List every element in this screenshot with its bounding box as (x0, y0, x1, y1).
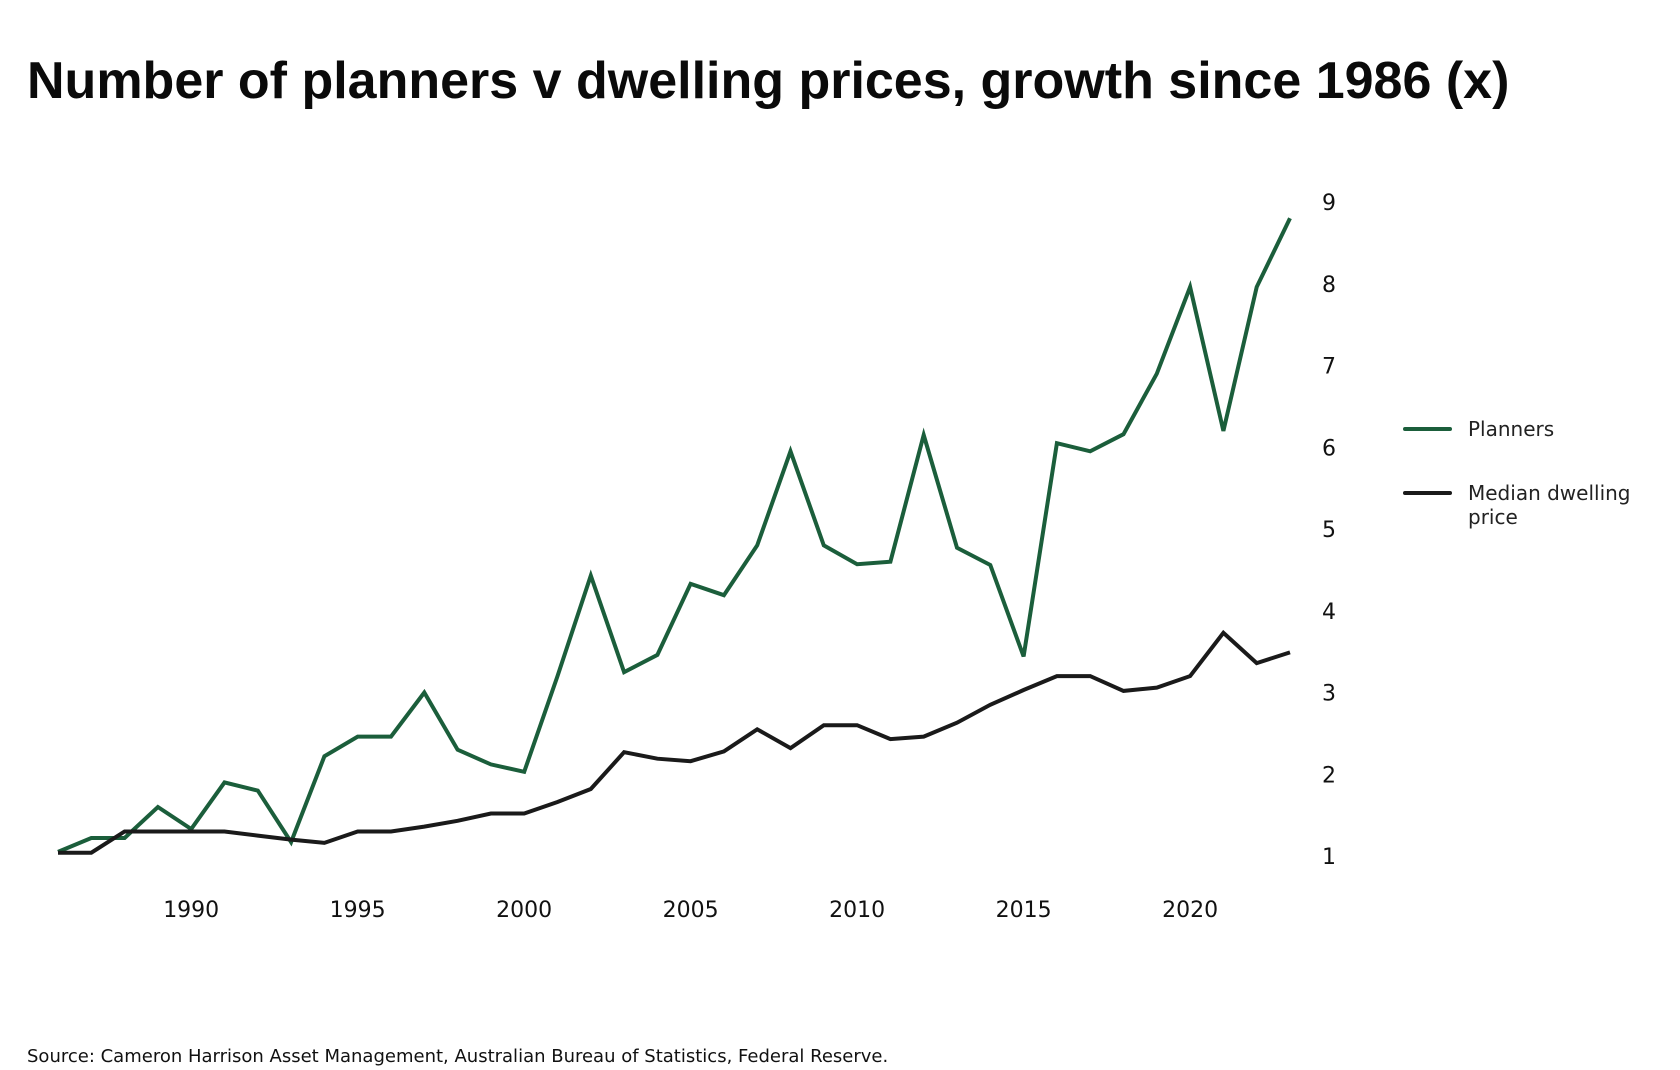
x-tick-label: 1995 (330, 898, 386, 923)
x-tick-label: 2015 (996, 898, 1052, 923)
legend-label-planners: Planners (1468, 417, 1554, 441)
plot-area (57, 217, 1292, 855)
y-tick-label: 1 (1322, 845, 1336, 870)
series-line-planners (57, 217, 1292, 854)
y-tick-label: 6 (1322, 436, 1336, 461)
y-tick-label: 5 (1322, 518, 1336, 543)
y-tick-label: 2 (1322, 763, 1336, 788)
x-tick-label: 2020 (1162, 898, 1218, 923)
y-tick-label: 8 (1322, 273, 1336, 298)
y-tick-label: 9 (1322, 191, 1336, 216)
x-axis: 1990 1995 2000 2005 2010 2015 2020 (163, 898, 1218, 923)
legend: Planners Median dwelling price (1403, 417, 1631, 529)
x-tick-label: 1990 (163, 898, 219, 923)
x-tick-label: 2000 (496, 898, 552, 923)
y-axis: 1 2 3 4 5 6 7 8 9 (1322, 191, 1336, 870)
chart-title: Number of planners v dwelling prices, gr… (27, 52, 1509, 110)
y-tick-label: 3 (1322, 682, 1336, 707)
legend-label-dwelling: Median dwelling price (1468, 481, 1631, 529)
source-note: Source: Cameron Harrison Asset Managemen… (27, 1046, 888, 1067)
y-tick-label: 4 (1322, 600, 1336, 625)
x-tick-label: 2010 (829, 898, 885, 923)
y-tick-label: 7 (1322, 355, 1336, 380)
x-tick-label: 2005 (663, 898, 719, 923)
series-line-median-dwelling-price (58, 629, 1291, 855)
